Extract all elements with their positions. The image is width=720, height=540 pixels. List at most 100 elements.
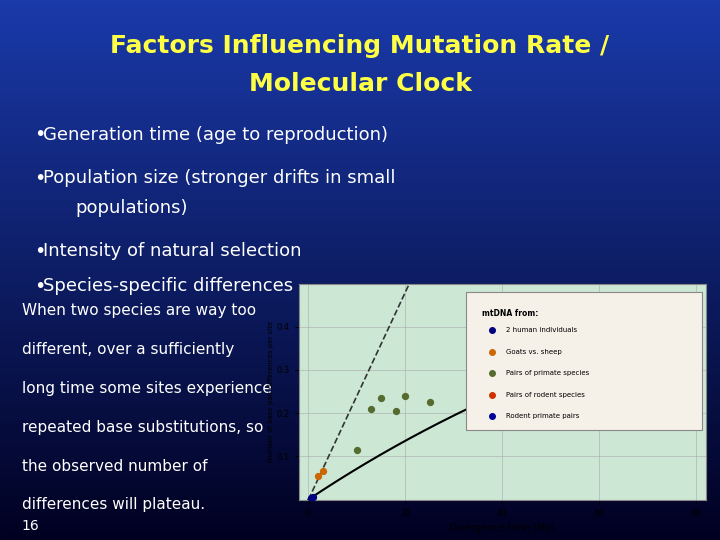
Point bbox=[424, 398, 436, 407]
Bar bbox=[0, 197, 720, 200]
Bar bbox=[0, 122, 720, 124]
Bar bbox=[0, 440, 720, 443]
Bar bbox=[0, 294, 720, 297]
Point bbox=[690, 340, 702, 348]
Point bbox=[400, 392, 411, 400]
Bar bbox=[0, 367, 720, 370]
Bar bbox=[0, 526, 720, 529]
Bar bbox=[0, 359, 720, 362]
Bar bbox=[0, 289, 720, 292]
Text: Goats vs. sheep: Goats vs. sheep bbox=[506, 348, 562, 355]
Bar bbox=[0, 478, 720, 481]
Text: When two species are way too: When two species are way too bbox=[22, 303, 256, 318]
Bar bbox=[0, 351, 720, 354]
Point bbox=[482, 359, 493, 368]
Text: 16: 16 bbox=[22, 519, 40, 534]
Bar bbox=[0, 394, 720, 397]
Bar bbox=[0, 254, 720, 256]
Bar bbox=[0, 510, 720, 513]
Bar bbox=[0, 49, 720, 51]
Bar bbox=[0, 92, 720, 94]
Bar bbox=[0, 238, 720, 240]
Text: Intensity of natural selection: Intensity of natural selection bbox=[43, 242, 302, 260]
Bar bbox=[0, 427, 720, 429]
Bar bbox=[0, 408, 720, 410]
FancyBboxPatch shape bbox=[466, 292, 701, 430]
Text: long time some sites experience: long time some sites experience bbox=[22, 381, 271, 396]
Bar bbox=[0, 43, 720, 46]
Bar bbox=[0, 402, 720, 405]
Point bbox=[318, 467, 329, 476]
Bar bbox=[0, 500, 720, 502]
Bar bbox=[0, 219, 720, 221]
Bar bbox=[0, 443, 720, 445]
Bar bbox=[0, 86, 720, 89]
Bar bbox=[0, 189, 720, 192]
Bar bbox=[0, 97, 720, 100]
Bar bbox=[0, 130, 720, 132]
Point bbox=[690, 346, 702, 355]
Bar bbox=[0, 389, 720, 392]
Bar bbox=[0, 378, 720, 381]
Bar bbox=[0, 262, 720, 265]
Bar bbox=[0, 113, 720, 116]
Bar bbox=[0, 313, 720, 316]
Bar bbox=[0, 329, 720, 332]
Bar bbox=[0, 221, 720, 224]
Bar bbox=[0, 11, 720, 14]
Bar bbox=[0, 135, 720, 138]
Bar bbox=[0, 518, 720, 521]
Bar bbox=[0, 491, 720, 494]
Bar bbox=[0, 0, 720, 3]
Point bbox=[307, 492, 319, 501]
Bar bbox=[0, 5, 720, 8]
Bar bbox=[0, 281, 720, 284]
Bar bbox=[0, 454, 720, 456]
Point bbox=[312, 471, 324, 480]
Text: •: • bbox=[35, 241, 46, 261]
Bar bbox=[0, 46, 720, 49]
Bar bbox=[0, 73, 720, 76]
Bar bbox=[0, 270, 720, 273]
Bar bbox=[0, 100, 720, 103]
Bar bbox=[0, 105, 720, 108]
Bar bbox=[0, 59, 720, 62]
Bar bbox=[0, 57, 720, 59]
Text: Rodent primate pairs: Rodent primate pairs bbox=[506, 413, 580, 420]
Bar bbox=[0, 202, 720, 205]
Bar bbox=[0, 230, 720, 232]
Bar bbox=[0, 111, 720, 113]
Bar bbox=[0, 157, 720, 159]
Bar bbox=[0, 343, 720, 346]
Bar bbox=[0, 346, 720, 348]
Bar bbox=[0, 348, 720, 351]
Text: populations): populations) bbox=[76, 199, 188, 217]
Point bbox=[690, 350, 702, 359]
Bar bbox=[0, 354, 720, 356]
Bar bbox=[0, 176, 720, 178]
Text: Pairs of rodent species: Pairs of rodent species bbox=[506, 392, 585, 398]
Bar bbox=[0, 502, 720, 505]
Bar bbox=[0, 35, 720, 38]
Bar bbox=[0, 132, 720, 135]
Bar bbox=[0, 532, 720, 535]
Bar bbox=[0, 335, 720, 338]
Bar bbox=[0, 521, 720, 524]
Text: •: • bbox=[35, 125, 46, 145]
Point bbox=[390, 407, 402, 415]
Y-axis label: Number of base pair differences per site: Number of base pair differences per site bbox=[268, 321, 274, 462]
Bar bbox=[0, 362, 720, 364]
Bar bbox=[0, 265, 720, 267]
Bar bbox=[0, 208, 720, 211]
Bar bbox=[0, 483, 720, 486]
Bar bbox=[0, 508, 720, 510]
Bar bbox=[0, 216, 720, 219]
Bar bbox=[0, 400, 720, 402]
Bar bbox=[0, 16, 720, 19]
Bar bbox=[0, 397, 720, 400]
Text: Factors Influencing Mutation Rate /: Factors Influencing Mutation Rate / bbox=[110, 34, 610, 58]
Point bbox=[472, 361, 484, 370]
Bar bbox=[0, 524, 720, 526]
Bar bbox=[0, 251, 720, 254]
Bar bbox=[0, 513, 720, 516]
